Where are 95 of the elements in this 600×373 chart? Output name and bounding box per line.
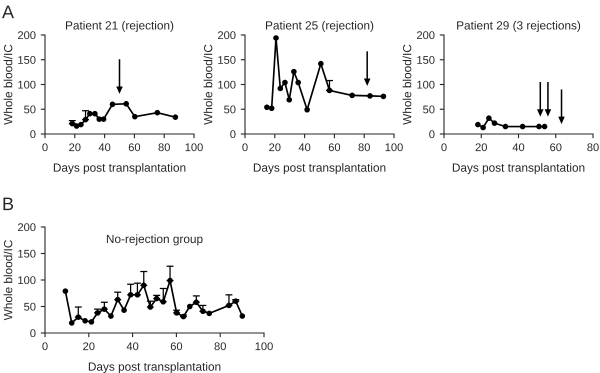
y-tick-label: 200	[416, 31, 435, 40]
point	[62, 288, 68, 294]
x-tick-label: 20	[269, 143, 281, 152]
point	[349, 92, 355, 98]
x-tick-label: 80	[158, 143, 170, 152]
point	[318, 60, 324, 66]
x-tick-label: 0	[42, 342, 48, 350]
x-tick-label: 80	[587, 143, 599, 152]
x-tick-label: 60	[550, 143, 562, 152]
point	[486, 115, 492, 121]
point	[154, 110, 160, 116]
chart-title: Patient 25 (rejection)	[266, 20, 374, 32]
x-axis-title: Days post transplantation	[452, 163, 584, 174]
chart-title: Patient 21 (rejection)	[66, 20, 174, 32]
x-tick-label: 60	[328, 143, 340, 152]
y-tick-label: 200	[218, 31, 236, 40]
point	[502, 124, 508, 130]
y-tick-label: 150	[218, 56, 236, 64]
y-tick-label: 200	[18, 223, 36, 232]
text: B	[3, 198, 14, 210]
point	[121, 307, 127, 313]
point	[132, 114, 138, 120]
x-axis-title: Days post transplantation	[254, 163, 386, 174]
point	[480, 124, 486, 130]
y-tick-label: 0	[30, 329, 36, 338]
point	[68, 320, 74, 326]
point	[492, 120, 498, 126]
x-tick-label: 0	[242, 143, 248, 152]
y-axis-title: Whole blood/IC	[204, 44, 212, 125]
y-tick-label: 0	[30, 130, 36, 138]
point	[78, 122, 84, 128]
x-tick-label: 20	[476, 143, 487, 152]
y-tick-label: 150	[18, 56, 36, 64]
point	[520, 124, 526, 130]
point	[268, 105, 274, 112]
x-tick-label: 20	[83, 342, 95, 350]
x-tick-label: 0	[441, 143, 447, 152]
x-tick-label: 40	[126, 342, 138, 350]
point	[92, 110, 98, 116]
point	[264, 104, 270, 110]
x-tick-label: 80	[214, 342, 226, 350]
point	[172, 114, 178, 120]
x-tick-label: 40	[298, 143, 310, 152]
point	[536, 124, 542, 130]
point	[367, 93, 373, 99]
y-tick-label: 100	[18, 80, 36, 89]
point	[82, 318, 88, 324]
y-tick-label: 100	[218, 80, 236, 89]
y-axis-title: Whole blood/IC	[4, 240, 12, 320]
y-axis-title: Whole blood/IC	[4, 44, 12, 125]
point	[278, 86, 284, 92]
point	[273, 35, 279, 41]
x-tick-label: 100	[256, 342, 273, 350]
point	[87, 110, 93, 116]
y-axis-title: Whole blood/IC	[402, 44, 412, 125]
x-axis-title: Days post transplantation	[88, 362, 220, 373]
point	[475, 122, 481, 128]
point	[100, 116, 106, 122]
x-tick-label: 80	[358, 143, 370, 152]
y-tick-label: 100	[417, 80, 435, 89]
point	[380, 94, 386, 100]
y-tick-label: 200	[18, 31, 36, 40]
text: A	[2, 6, 14, 18]
point	[240, 313, 246, 319]
x-tick-label: 40	[512, 143, 524, 152]
point	[206, 310, 212, 316]
y-tick-label: 150	[417, 56, 435, 64]
y-tick-label: 100	[18, 276, 36, 284]
x-axis-title: Days post transplantation	[54, 163, 186, 174]
y-tick-label: 0	[230, 130, 236, 138]
point	[186, 304, 193, 310]
x-tick-label: 20	[69, 143, 81, 152]
x-tick-label: 100	[186, 143, 203, 152]
point	[282, 80, 288, 86]
point	[88, 319, 94, 325]
point	[295, 80, 301, 86]
chart-title: Patient 29 (3 rejections)	[457, 20, 580, 32]
x-tick-label: 0	[42, 143, 48, 152]
text: No-rejection group	[106, 234, 203, 246]
x-tick-label: 60	[128, 143, 140, 152]
y-tick-label: 0	[429, 130, 435, 138]
point	[542, 124, 548, 130]
point	[286, 97, 292, 103]
y-tick-label: 50	[24, 302, 36, 311]
point	[110, 102, 116, 108]
y-tick-label: 150	[18, 250, 36, 258]
x-tick-label: 100	[386, 143, 403, 152]
point	[123, 101, 129, 107]
point	[291, 68, 297, 74]
y-tick-label: 50	[224, 106, 236, 114]
point	[108, 313, 114, 319]
x-tick-label: 40	[98, 143, 110, 152]
y-tick-label: 50	[24, 106, 36, 114]
y-tick-label: 50	[423, 106, 435, 114]
x-tick-label: 60	[170, 342, 182, 350]
